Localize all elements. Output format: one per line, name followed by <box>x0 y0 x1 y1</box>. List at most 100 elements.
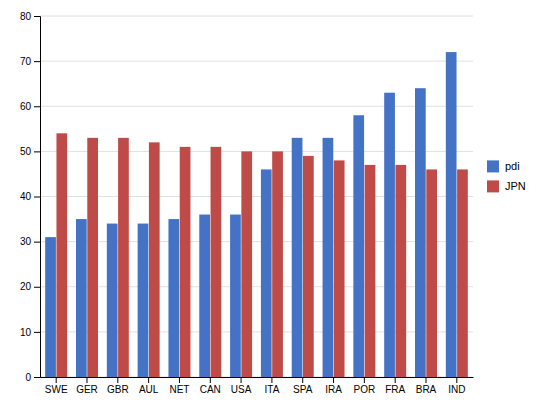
tick-mark <box>34 377 40 378</box>
bar <box>241 151 252 377</box>
tick: IND <box>448 377 465 395</box>
tick-label: 0 <box>25 372 31 383</box>
tick: POR <box>354 377 376 395</box>
tick-mark <box>210 377 211 383</box>
tick-mark <box>456 377 457 383</box>
tick: 20 <box>20 281 40 292</box>
tick: 10 <box>20 327 40 338</box>
tick: 0 <box>25 372 40 383</box>
tick-label: AUL <box>139 384 159 395</box>
tick-label: SPA <box>293 384 313 395</box>
series <box>45 52 456 377</box>
bar <box>199 215 210 377</box>
tick-label: 40 <box>20 191 32 202</box>
tick-label: 20 <box>20 281 32 292</box>
tick-mark <box>148 377 149 383</box>
tick: NET <box>169 377 189 395</box>
bar <box>426 169 437 377</box>
tick: GER <box>76 377 98 395</box>
tick-mark <box>241 377 242 383</box>
grid-line <box>40 286 473 287</box>
legend: pdi JPN <box>487 160 526 192</box>
axis-line <box>41 377 474 378</box>
tick-label: NET <box>169 384 189 395</box>
axis-line <box>34 17 41 378</box>
tick-label: ITA <box>264 384 279 395</box>
tick-label: BRA <box>416 384 437 395</box>
tick-mark <box>34 197 40 198</box>
bar <box>87 138 98 377</box>
grid-line <box>40 16 473 17</box>
tick-label: GER <box>76 384 98 395</box>
tick: 30 <box>20 236 40 247</box>
tick-mark <box>302 377 303 383</box>
tick-label: FRA <box>385 384 405 395</box>
tick: GBR <box>107 377 129 395</box>
tick-mark <box>426 377 427 383</box>
tick-label: USA <box>231 384 252 395</box>
tick-label: 10 <box>20 327 32 338</box>
tick: USA <box>231 377 252 395</box>
x-axis: SWE GER GBR AUL NET CAN USA ITA SPA IRA POR FRA BRA I… <box>41 377 474 395</box>
tick: 70 <box>20 56 40 67</box>
bar <box>45 237 56 377</box>
bar <box>303 156 314 377</box>
legend-swatch <box>487 160 499 172</box>
tick-label: 60 <box>20 101 32 112</box>
bar <box>168 219 179 377</box>
tick-label: SWE <box>45 384 68 395</box>
legend-swatch <box>487 180 499 192</box>
y-axis: 0 10 20 30 40 50 60 70 80 <box>20 11 41 383</box>
bar <box>211 147 222 377</box>
tick-label: IRA <box>325 384 342 395</box>
tick-mark <box>34 16 40 17</box>
tick-mark <box>34 242 40 243</box>
legend-label: pdi <box>505 160 520 172</box>
tick-label: CAN <box>200 384 221 395</box>
bar <box>292 138 303 377</box>
bar <box>230 215 241 377</box>
tick-mark <box>117 377 118 383</box>
tick-label: 70 <box>20 56 32 67</box>
tick: ITA <box>264 377 279 395</box>
tick-mark <box>86 377 87 383</box>
tick-mark <box>333 377 334 383</box>
bar <box>272 151 283 377</box>
tick: BRA <box>416 377 437 395</box>
bar <box>118 138 129 377</box>
bar <box>446 52 457 377</box>
tick: IRA <box>325 377 342 395</box>
tick: 40 <box>20 191 40 202</box>
grid-line <box>40 61 473 62</box>
tick-mark <box>179 377 180 383</box>
tick-mark <box>364 377 365 383</box>
grid-line <box>40 377 473 378</box>
tick-mark <box>56 377 57 383</box>
tick: CAN <box>200 377 221 395</box>
tick-label: GBR <box>107 384 129 395</box>
bar <box>261 169 272 377</box>
bar <box>457 169 468 377</box>
legend-item: pdi <box>487 160 520 172</box>
grid-line <box>40 241 473 242</box>
tick: SPA <box>293 377 313 395</box>
bar <box>365 165 376 377</box>
bar <box>323 138 334 377</box>
grid-line <box>40 106 473 107</box>
tick-mark <box>395 377 396 383</box>
tick: AUL <box>139 377 159 395</box>
bars <box>45 52 468 377</box>
chart: 0 10 20 30 40 50 60 70 80 SWE GER GBR AUL NET CAN USA IT… <box>0 0 553 407</box>
bar <box>107 224 118 377</box>
tick: 80 <box>20 11 40 22</box>
bar <box>334 160 345 377</box>
tick-mark <box>34 287 40 288</box>
tick-label: 30 <box>20 236 32 247</box>
legend-label: JPN <box>505 180 526 192</box>
grid <box>40 16 473 377</box>
bar <box>353 115 364 377</box>
tick-mark <box>34 332 40 333</box>
tick-label: 50 <box>20 146 32 157</box>
bar <box>180 147 191 377</box>
bar <box>56 133 67 377</box>
